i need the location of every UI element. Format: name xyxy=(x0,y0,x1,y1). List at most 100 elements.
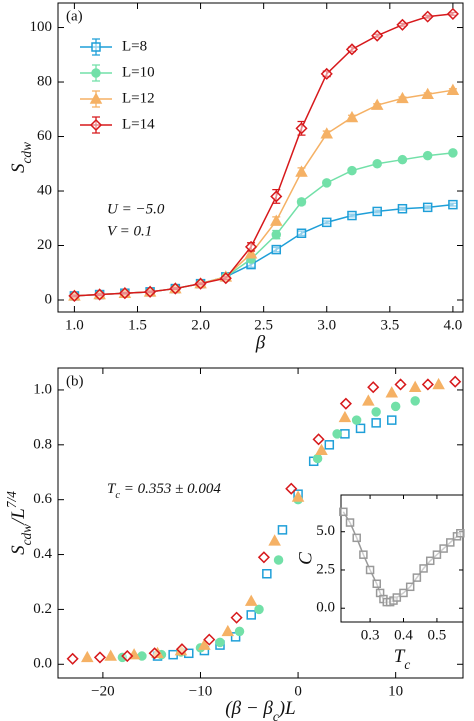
marker xyxy=(345,110,359,123)
marker xyxy=(230,611,243,624)
y-axis-label: Scdw xyxy=(8,142,33,173)
marker xyxy=(421,378,434,391)
marker xyxy=(312,433,325,446)
marker xyxy=(365,565,375,575)
marker xyxy=(175,643,189,656)
annotation: U = −5.0 xyxy=(107,201,165,217)
marker xyxy=(324,440,335,450)
marker xyxy=(295,122,308,135)
marker xyxy=(254,604,264,615)
legend-marker xyxy=(89,118,103,132)
x-axis-label-main: T xyxy=(394,646,406,667)
marker xyxy=(446,83,460,95)
y-tick-label: 0.0 xyxy=(316,600,335,616)
marker xyxy=(432,550,442,559)
marker xyxy=(419,564,428,573)
x-axis-label-main: (β − β xyxy=(225,698,273,719)
marker xyxy=(315,443,328,456)
marker xyxy=(362,394,375,406)
marker xyxy=(421,87,434,100)
x-tick-label: −10 xyxy=(189,683,212,699)
annotation-main: T xyxy=(107,481,117,497)
marker xyxy=(352,533,361,543)
series-line xyxy=(74,13,453,297)
x-tick-label: 0.3 xyxy=(361,627,380,643)
marker xyxy=(372,159,382,169)
marker xyxy=(198,638,211,650)
marker xyxy=(448,199,458,210)
y-tick-label: 20 xyxy=(37,237,52,253)
y-tick-label: 0.4 xyxy=(33,546,52,562)
x-tick-label: 0.4 xyxy=(394,627,413,643)
marker xyxy=(347,210,357,221)
marker xyxy=(351,415,362,425)
marker xyxy=(397,203,408,214)
x-axis-label: (β − βc)L xyxy=(225,698,295,721)
marker xyxy=(385,386,399,398)
marker xyxy=(295,165,308,177)
y-tick-label: 0.2 xyxy=(33,601,52,617)
marker xyxy=(144,285,157,298)
marker xyxy=(345,43,359,56)
marker xyxy=(221,624,235,637)
x-tick-label: 2.0 xyxy=(191,317,210,333)
marker xyxy=(271,229,282,240)
marker xyxy=(321,217,332,228)
y-tick-label: 5.0 xyxy=(316,523,335,539)
marker xyxy=(285,482,298,495)
marker xyxy=(387,415,397,425)
marker xyxy=(359,550,368,559)
marker xyxy=(312,453,323,464)
x-tick-label: −20 xyxy=(91,683,114,699)
legend-marker xyxy=(91,68,101,78)
marker xyxy=(148,647,161,660)
legend-label: L=12 xyxy=(122,90,155,106)
legend-label: L=10 xyxy=(122,64,155,80)
marker xyxy=(246,610,256,620)
marker xyxy=(397,154,408,165)
marker xyxy=(270,190,283,203)
marker xyxy=(234,626,245,637)
y-axis-label: C xyxy=(295,552,316,565)
marker xyxy=(339,397,352,410)
y-axis-label-main: S xyxy=(8,163,29,173)
marker xyxy=(291,490,305,502)
marker xyxy=(257,551,270,564)
x-tick-label: 10 xyxy=(388,683,403,699)
marker xyxy=(432,377,445,390)
marker xyxy=(340,429,350,439)
marker xyxy=(244,240,258,253)
y-tick-label: 40 xyxy=(37,182,52,198)
marker xyxy=(121,649,134,663)
marker xyxy=(262,569,272,579)
marker xyxy=(332,429,342,439)
x-tick-label: 0 xyxy=(294,683,302,699)
y-tick-label: 60 xyxy=(37,128,52,144)
marker xyxy=(273,555,284,565)
y-axis-label-sup: 7/4 xyxy=(4,491,19,508)
marker xyxy=(372,206,382,217)
x-axis-label: Tc xyxy=(394,646,411,671)
x-axis-label: β xyxy=(255,332,266,353)
legend-label: L=14 xyxy=(122,116,155,132)
y-axis-label-main: S xyxy=(8,545,29,555)
legend-marker xyxy=(91,42,101,52)
marker xyxy=(320,127,334,139)
annotation: Tc = 0.353 ± 0.004 xyxy=(107,481,221,500)
marker xyxy=(394,378,407,391)
marker xyxy=(390,401,401,412)
x-tick-label: 1.0 xyxy=(65,317,84,333)
marker xyxy=(449,375,462,388)
marker xyxy=(203,633,216,646)
marker xyxy=(412,573,422,582)
marker xyxy=(104,649,117,661)
panel-label: (b) xyxy=(66,373,84,389)
y-axis-label-rest: /L xyxy=(8,508,29,525)
marker xyxy=(244,247,258,259)
marker xyxy=(392,593,402,602)
x-tick-label: 4.0 xyxy=(444,317,463,333)
marker xyxy=(66,652,79,665)
panel-label: (a) xyxy=(66,8,83,24)
marker xyxy=(118,287,131,300)
